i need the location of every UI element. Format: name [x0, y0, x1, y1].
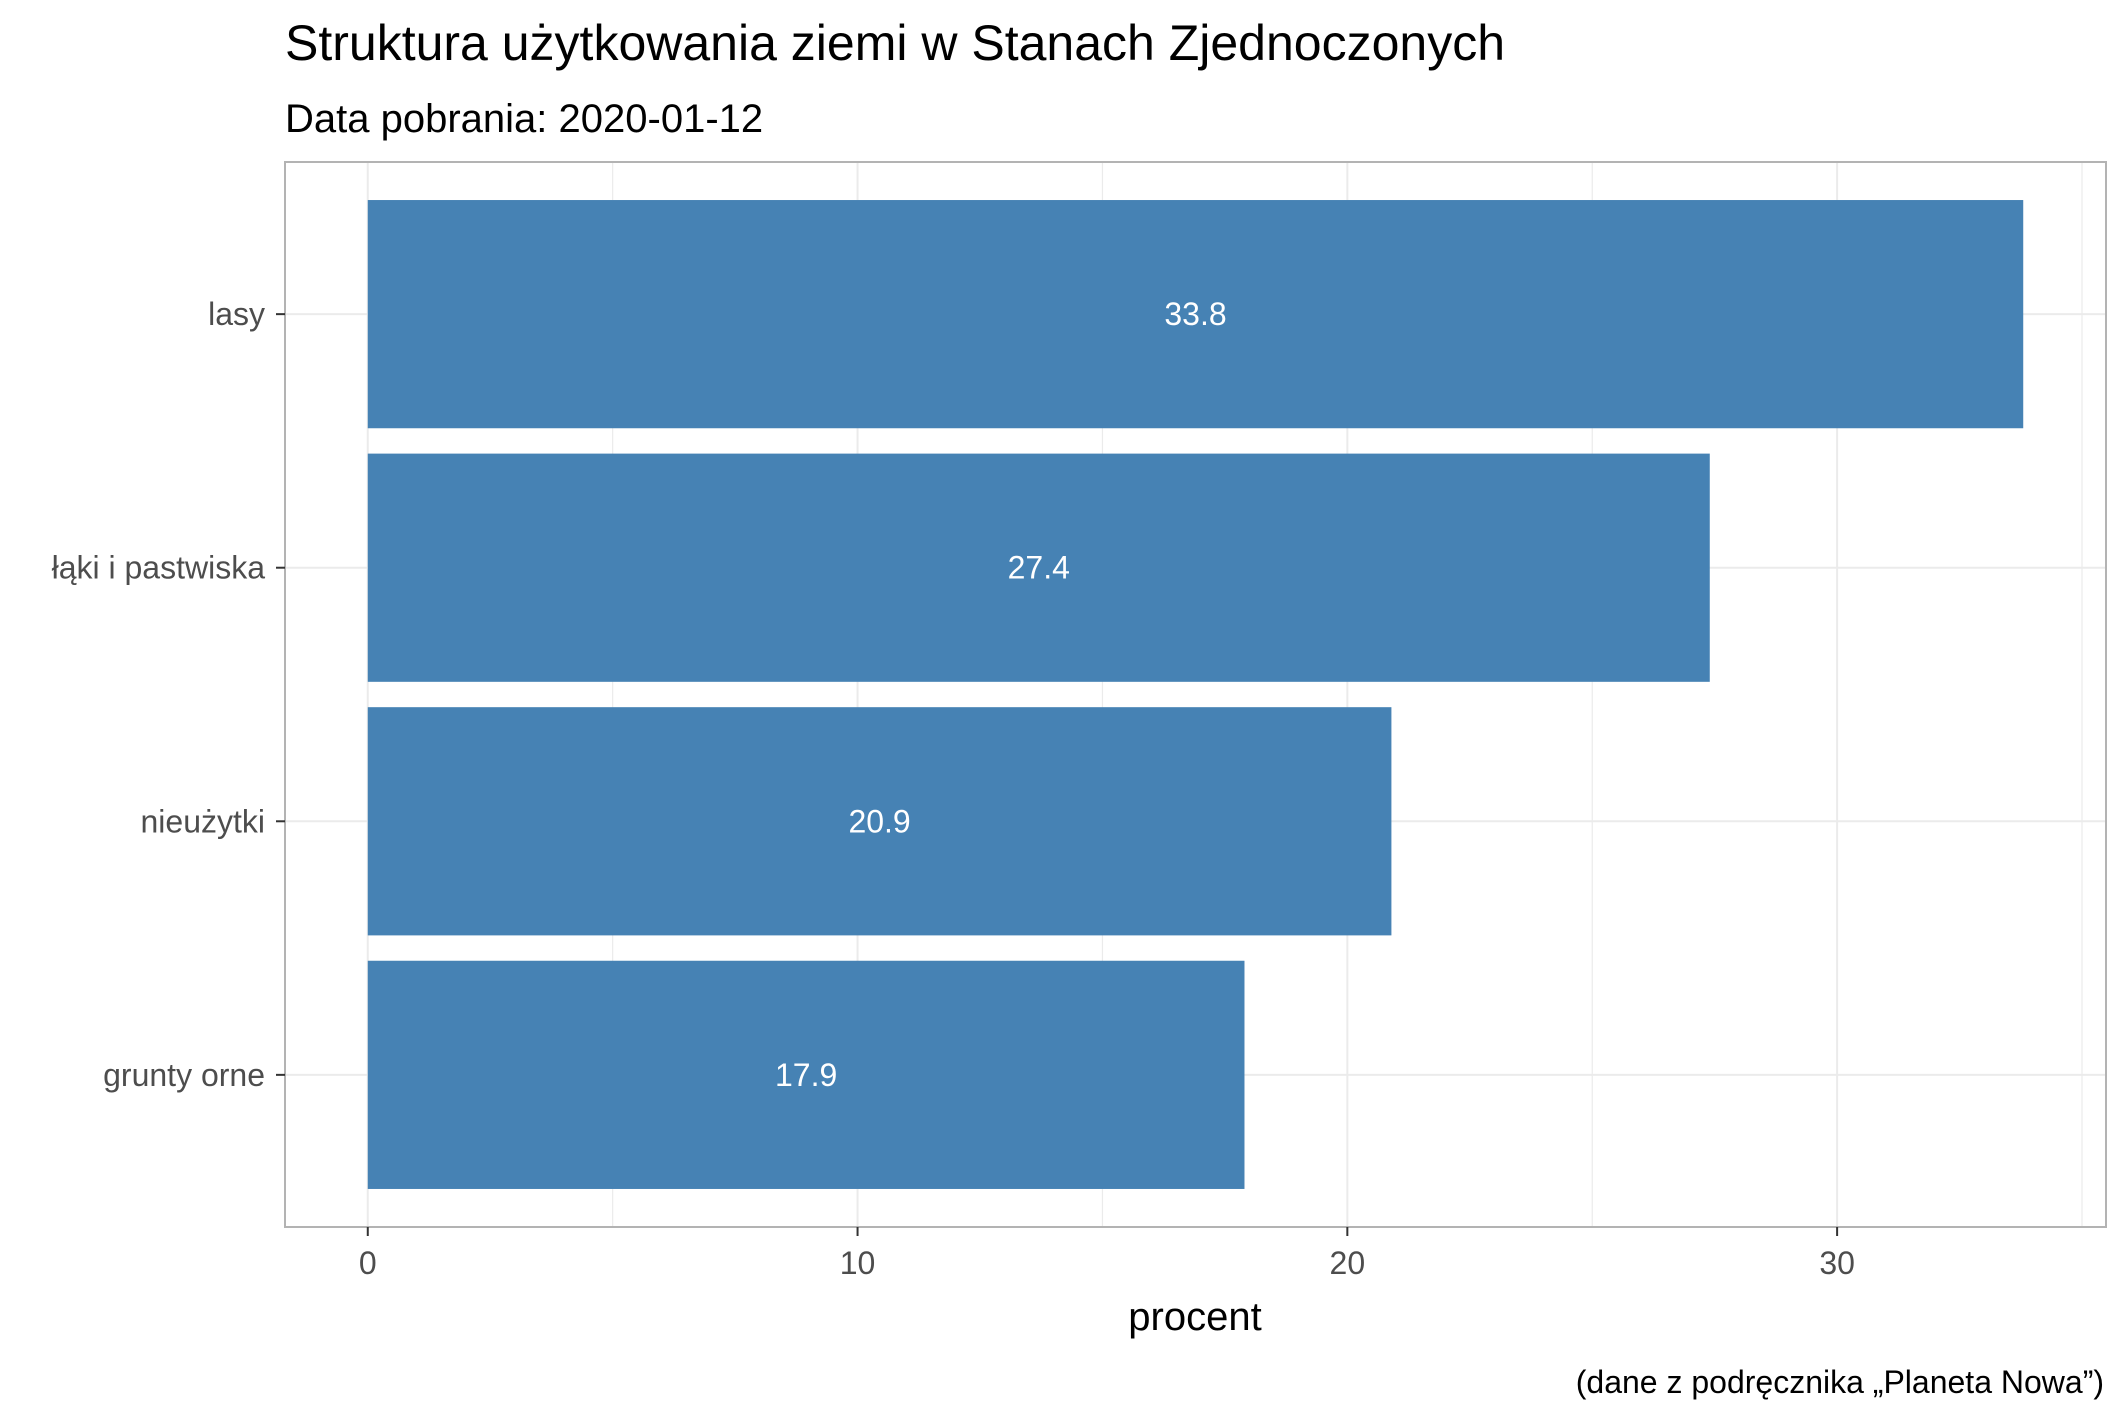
y-tick-label: łąki i pastwiska	[52, 550, 266, 586]
bar	[367, 453, 1710, 682]
y-axis: lasy łąki i pastwiska nieużytki grunty orne	[52, 296, 285, 1093]
bar-value-label: 17.9	[775, 1057, 837, 1093]
bar-value-label: 20.9	[848, 803, 910, 839]
y-tick-label: nieużytki	[141, 803, 266, 839]
bar-value-label: 27.4	[1008, 550, 1070, 586]
x-tick-label: 30	[1819, 1245, 1855, 1281]
x-tick-label: 0	[359, 1245, 377, 1281]
bars	[367, 200, 2024, 1189]
x-axis: 0 10 20 30	[359, 1227, 1855, 1281]
bar-value-label: 33.8	[1164, 296, 1226, 332]
bar	[367, 200, 2024, 429]
bar	[367, 960, 1245, 1189]
panel-border	[284, 161, 2107, 1228]
x-tick-label: 20	[1330, 1245, 1366, 1281]
chart-subtitle: Data pobrania: 2020-01-12	[285, 97, 763, 141]
chart-caption: (dane z podręcznika „Planeta Nowa”)	[1576, 1364, 2104, 1400]
bar-labels: 33.8 27.4 20.9 17.9	[775, 296, 1227, 1093]
x-tick-label: 10	[840, 1245, 876, 1281]
bar	[367, 707, 1392, 936]
y-tick-label: lasy	[208, 296, 265, 332]
x-axis-label: procent	[1128, 1295, 1261, 1339]
chart-title: Struktura użytkowania ziemi w Stanach Zj…	[285, 15, 1505, 71]
y-tick-label: grunty orne	[103, 1057, 265, 1093]
